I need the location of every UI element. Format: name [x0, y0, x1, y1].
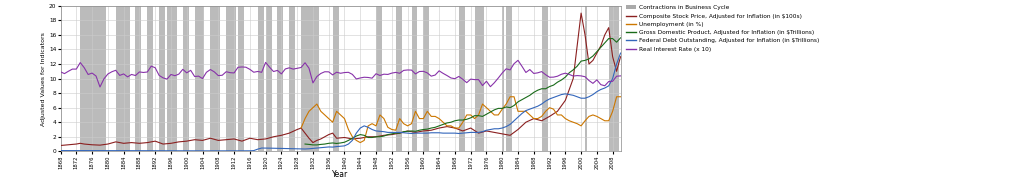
Bar [424, 6, 429, 151]
Legend: Contractions in Business Cycle, Composite Stock Price, Adjusted for Inflation (i: Contractions in Business Cycle, Composit… [624, 3, 821, 54]
Bar [507, 6, 513, 151]
Bar [159, 6, 165, 151]
Bar [211, 6, 220, 151]
Bar [608, 6, 619, 151]
Bar [277, 6, 284, 151]
Bar [238, 6, 244, 151]
Bar [135, 6, 141, 151]
Bar [412, 6, 418, 151]
Bar [376, 6, 382, 151]
Bar [265, 6, 271, 151]
Bar [167, 6, 177, 151]
Bar [147, 6, 153, 151]
Bar [301, 6, 319, 151]
Bar [195, 6, 205, 151]
Bar [257, 6, 263, 151]
Bar [183, 6, 189, 151]
Bar [226, 6, 236, 151]
Bar [542, 6, 548, 151]
Bar [502, 6, 504, 151]
Bar [585, 6, 587, 151]
Y-axis label: Adjusted Values for Indicators: Adjusted Values for Indicators [41, 32, 46, 126]
Bar [459, 6, 465, 151]
Bar [333, 6, 339, 151]
Bar [474, 6, 484, 151]
Bar [396, 6, 402, 151]
Bar [81, 6, 106, 151]
Bar [116, 6, 129, 151]
X-axis label: Year: Year [332, 170, 349, 179]
Bar [290, 6, 296, 151]
